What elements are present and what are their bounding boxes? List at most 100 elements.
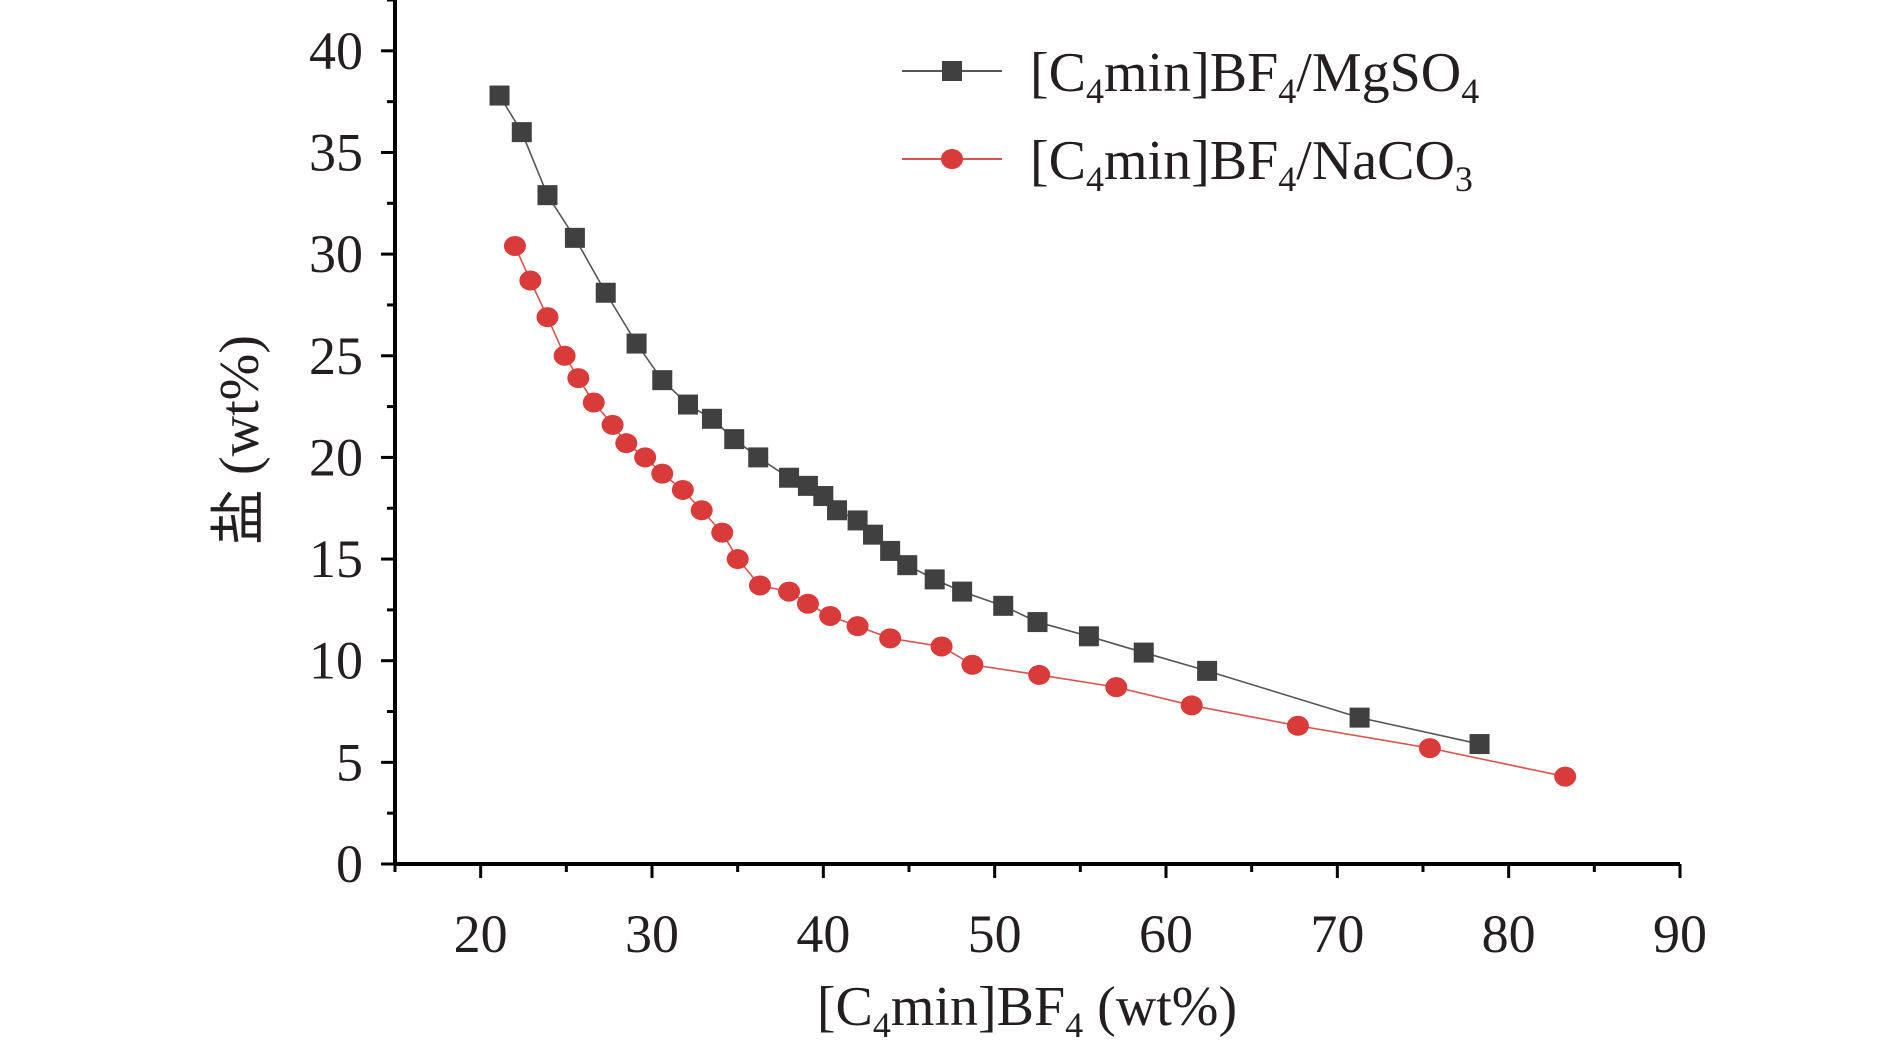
x-tick-label: 50 [968, 904, 1022, 964]
y-tick-label: 35 [309, 122, 363, 182]
legend-label: [C4min]BF4/NaCO3 [1030, 130, 1473, 199]
data-point-circle [796, 593, 819, 614]
data-point-square [626, 333, 647, 354]
data-point-circle [846, 616, 869, 637]
legend-marker-square [942, 61, 962, 81]
x-tick-label: 40 [796, 904, 850, 964]
text-part: /NaCO [1296, 130, 1455, 192]
data-point-square [564, 227, 585, 248]
data-point-square [652, 370, 673, 391]
y-tick-label: 20 [309, 427, 363, 487]
data-point-square [1027, 612, 1048, 633]
data-point-square [924, 569, 945, 590]
data-point-square [863, 524, 884, 545]
subscript: 3 [1455, 159, 1473, 199]
data-point-circle [879, 628, 902, 649]
data-point-square [537, 185, 558, 206]
data-point-square [797, 475, 818, 496]
data-point-circle [1180, 695, 1203, 716]
data-point-square [748, 447, 769, 468]
x-tick-label: 70 [1310, 904, 1364, 964]
y-tick-label: 5 [336, 732, 363, 792]
text-part: [C [1030, 130, 1086, 192]
text-part: [C [817, 976, 873, 1038]
data-point-square [1469, 734, 1490, 755]
data-point-circle [519, 270, 542, 291]
data-point-square [489, 85, 510, 106]
data-point-circle [1028, 664, 1051, 685]
data-point-square [993, 595, 1014, 616]
x-tick-label: 90 [1653, 904, 1707, 964]
data-point-circle [1418, 738, 1441, 759]
series-line [498, 95, 1480, 745]
x-tick-label: 60 [1139, 904, 1193, 964]
subscript: 4 [1065, 1005, 1083, 1045]
data-point-square [511, 122, 532, 143]
data-point-circle [615, 433, 638, 454]
data-point-circle [634, 447, 657, 468]
series-line [514, 245, 1566, 778]
text-part: min]BF [891, 976, 1065, 1038]
data-point-square [827, 500, 848, 521]
data-point-circle [1554, 766, 1577, 787]
data-point-circle [1105, 677, 1128, 698]
data-point-circle [961, 654, 984, 675]
text-part: min]BF [1104, 42, 1278, 104]
series-naco3 [503, 235, 1577, 787]
data-point-square [779, 467, 800, 488]
series-mgso4 [489, 85, 1490, 755]
axes: 20 30 40 50 60 70 80 90 0 5 10 15 20 25 30 35 40 [309, 0, 1707, 964]
data-point-circle [690, 500, 713, 521]
data-point-circle [601, 414, 624, 435]
text-part: (wt%) [1083, 976, 1237, 1038]
legend-item: [C4min]BF4/NaCO3 [902, 130, 1473, 199]
x-tick-label: 80 [1482, 904, 1536, 964]
data-point-circle [726, 549, 749, 570]
legend-item: [C4min]BF4/MgSO4 [902, 42, 1479, 111]
text-part: [C [1030, 42, 1086, 104]
x-axis-label: [C4min]BF4 (wt%) [817, 976, 1237, 1045]
data-point-square [1349, 707, 1370, 728]
data-point-circle [651, 463, 674, 484]
subscript: 4 [1278, 159, 1296, 199]
y-tick-label: 15 [309, 529, 363, 589]
data-point-square [701, 408, 722, 429]
data-point-square [677, 394, 698, 415]
x-tick-label: 20 [454, 904, 508, 964]
data-point-circle [930, 636, 953, 657]
data-point-square [880, 540, 901, 561]
data-point-circle [567, 368, 590, 389]
y-tick-label: 10 [309, 631, 363, 691]
text-part: min]BF [1104, 130, 1278, 192]
subscript: 4 [1086, 71, 1104, 111]
data-point-circle [671, 479, 694, 500]
data-point-circle [582, 392, 605, 413]
x-tick-label: 30 [625, 904, 679, 964]
data-point-square [1078, 626, 1099, 647]
legend-label: [C4min]BF4/MgSO4 [1030, 42, 1479, 111]
y-tick-label: 40 [309, 21, 363, 81]
subscript: 4 [1461, 71, 1479, 111]
series-layer [489, 85, 1577, 787]
data-point-circle [819, 605, 842, 626]
data-point-circle [536, 307, 559, 328]
subscript: 4 [1086, 159, 1104, 199]
data-point-circle [553, 345, 576, 366]
data-point-square [724, 429, 745, 450]
y-tick-label: 30 [309, 224, 363, 284]
data-point-square [1197, 660, 1218, 681]
text-part: /MgSO [1296, 42, 1461, 104]
data-point-circle [503, 235, 526, 256]
data-point-circle [778, 581, 801, 602]
subscript: 4 [873, 1005, 891, 1045]
data-point-square [1133, 642, 1154, 663]
legend-marker-circle [941, 149, 963, 169]
y-axis-label: 盐 (wt%) [209, 335, 271, 545]
data-point-square [897, 555, 918, 576]
data-point-circle [748, 575, 771, 596]
data-point-square [952, 581, 973, 602]
data-point-square [847, 510, 868, 531]
data-point-circle [711, 522, 734, 543]
data-point-square [595, 282, 616, 303]
